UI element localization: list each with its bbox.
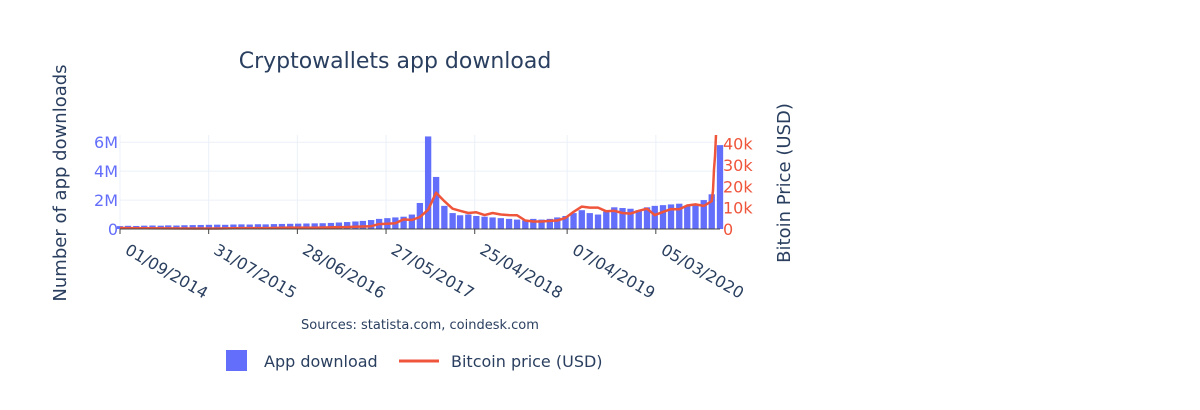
bar: [716, 145, 724, 229]
source-annotation: Sources: statista.com, coindesk.com: [301, 318, 539, 333]
bar: [456, 215, 464, 229]
bar: [513, 219, 521, 229]
y2-tick-label: 10k: [723, 199, 753, 218]
y-axis-title: Number of app downloads: [50, 64, 71, 301]
x-tick-label: 05/03/2020: [658, 240, 747, 303]
bar: [408, 214, 416, 229]
x-tick-label: 07/04/2019: [569, 240, 658, 303]
bar: [489, 217, 496, 229]
bar: [335, 222, 343, 229]
bar: [530, 218, 537, 229]
bar: [546, 218, 553, 229]
bar: [586, 213, 593, 229]
legend-label-app-download: App download: [264, 352, 378, 371]
bar: [465, 214, 472, 229]
bar: [278, 223, 286, 229]
x-tick-label: 25/04/2018: [477, 240, 566, 303]
bar: [205, 224, 213, 229]
bar: [197, 224, 204, 229]
bar: [214, 224, 221, 229]
y2-axis-title: Bitoin Price (USD): [774, 103, 795, 263]
bar: [708, 194, 715, 229]
bar: [603, 211, 610, 229]
bar: [522, 220, 529, 229]
bar: [611, 207, 618, 229]
y-tick-label: 2M: [94, 191, 118, 210]
bar: [449, 213, 456, 229]
x-tick-label: 01/09/2014: [122, 240, 211, 303]
bar: [643, 207, 651, 229]
bar: [262, 224, 269, 229]
bar: [246, 224, 253, 229]
bar: [189, 225, 196, 229]
y-tick-label: 4M: [94, 162, 118, 181]
line-layer: [119, 134, 718, 230]
bar: [432, 176, 440, 229]
bar: [303, 223, 310, 229]
bar: [344, 222, 351, 229]
bar: [270, 224, 278, 229]
bar: [692, 204, 699, 229]
bar: [295, 223, 302, 229]
bar: [359, 220, 367, 229]
bar: [238, 224, 245, 229]
bar: [327, 222, 335, 229]
bar: [627, 208, 634, 229]
bar: [505, 218, 513, 229]
x-tick-label: 31/07/2015: [211, 240, 300, 303]
bar: [367, 220, 375, 229]
bar: [254, 224, 262, 229]
bar: [311, 223, 318, 229]
bar: [594, 214, 602, 229]
legend-label-bitcoin-price: Bitcoin price (USD): [451, 352, 603, 371]
bar: [481, 216, 488, 229]
y2-tick-label: 30k: [723, 156, 753, 175]
bars-layer: [116, 136, 724, 229]
x-tick-label: 28/06/2016: [299, 240, 388, 303]
bar: [230, 224, 237, 229]
bar: [700, 200, 707, 229]
bar: [684, 205, 691, 229]
bar: [116, 226, 124, 229]
x-tick-label: 27/05/2017: [388, 240, 477, 303]
bar: [619, 208, 626, 229]
bar: [676, 203, 683, 229]
bar: [538, 219, 545, 229]
bar: [635, 210, 642, 229]
bar: [222, 224, 229, 229]
bar: [400, 216, 407, 229]
y2-tick-label: 0: [723, 220, 733, 239]
bar: [578, 210, 585, 229]
bar: [424, 136, 432, 229]
bar: [659, 205, 667, 229]
y2-tick-label: 20k: [723, 177, 753, 196]
bar: [473, 215, 480, 229]
y-tick-label: 0: [108, 220, 118, 239]
bar: [562, 215, 569, 229]
y2-tick-label: 40k: [723, 135, 753, 154]
bar: [441, 205, 448, 229]
legend-swatch-app-download: [226, 350, 247, 371]
bar: [570, 213, 577, 229]
bar: [554, 217, 561, 229]
bar: [667, 204, 675, 229]
bar: [651, 205, 658, 229]
bar: [319, 223, 326, 229]
chart-title: Cryptowallets app download: [239, 49, 552, 74]
bar: [352, 221, 359, 229]
bar: [181, 225, 188, 229]
y-tick-label: 6M: [94, 133, 118, 152]
legend[interactable]: App download Bitcoin price (USD): [226, 350, 603, 371]
bar: [497, 218, 504, 229]
bitcoin-price-line: [119, 134, 718, 230]
